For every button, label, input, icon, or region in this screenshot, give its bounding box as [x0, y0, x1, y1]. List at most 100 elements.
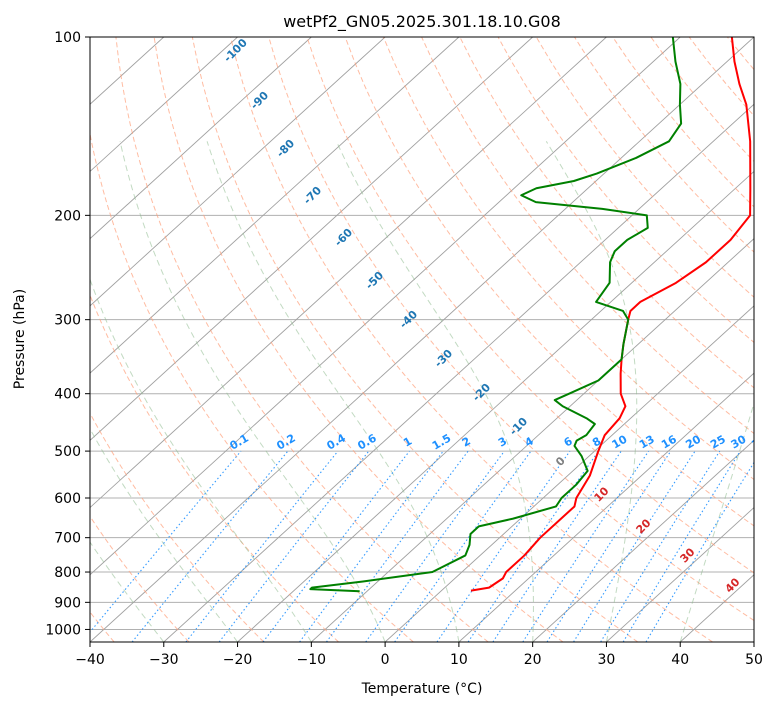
y-tick-label: 1000 [45, 622, 81, 638]
dry-adiabat-line [90, 515, 190, 642]
mixing-ratio-label: 1 [401, 435, 414, 450]
mixing-ratio-label: 2 [460, 435, 473, 450]
dry-adiabat-line [90, 131, 414, 642]
x-axis: −40 −30 −20 −10 0 10 20 30 40 50 [75, 642, 763, 668]
mixing-ratio-line [262, 450, 410, 642]
mixing-ratio-label: 20 [683, 432, 703, 451]
mixing-ratio-label: 6 [562, 434, 575, 449]
y-tick-label: 700 [54, 531, 81, 547]
isotherm-line [90, 37, 238, 173]
mixing-ratio-line [436, 450, 571, 642]
x-tick-label: −30 [149, 652, 179, 668]
x-axis-label: Temperature (°C) [361, 681, 483, 697]
dry-adiabat-line [115, 37, 489, 642]
isotherm-line [90, 37, 386, 307]
mixing-ratio-line [622, 450, 741, 642]
isotherm-line [163, 103, 754, 642]
mixing-ratio-line [325, 450, 469, 642]
x-tick-label: 50 [745, 652, 763, 668]
mixing-ratio-label: 13 [637, 433, 657, 452]
temperature-profile [470, 37, 752, 592]
dry-adiabat-label: -100 [221, 36, 250, 65]
chart-title: wetPf2_GN05.2025.301.18.10.G08 [283, 12, 561, 32]
dry-adiabat-line [726, 37, 754, 71]
dry-adiabat-line [421, 37, 754, 435]
mixing-ratio-line [90, 450, 242, 633]
moist-adiabat-line [335, 141, 534, 642]
mixing-ratio-line [394, 450, 532, 642]
x-tick-label: −10 [297, 652, 327, 668]
x-tick-label: 30 [598, 652, 616, 668]
y-tick-label: 100 [54, 30, 81, 46]
dry-adiabat-line [153, 37, 564, 642]
dry-adiabat-label: -30 [432, 347, 455, 370]
y-tick-label: 800 [54, 565, 81, 581]
dry-adiabat-line [497, 37, 754, 344]
dry-adiabat-line [344, 37, 754, 527]
background-lines [90, 37, 775, 642]
moist-adiabat-line [545, 141, 638, 642]
dry-adiabat-label: 30 [678, 545, 698, 565]
x-tick-label: 40 [671, 652, 689, 668]
y-tick-label: 400 [54, 387, 81, 403]
y-tick-label: 200 [54, 208, 81, 224]
dry-adiabat-line [382, 37, 754, 481]
isotherm-line [90, 37, 460, 374]
x-tick-label: −20 [223, 652, 253, 668]
isotherm-line [384, 305, 754, 642]
dry-adiabat-label: -10 [507, 415, 530, 438]
dry-adiabat-line [459, 37, 754, 389]
mixing-ratio-label: 0.2 [274, 432, 297, 453]
moist-adiabat-line [119, 141, 386, 642]
moist-adiabat-line [206, 141, 460, 642]
dewpoint-profile [309, 37, 683, 593]
moist-adiabat-line [90, 541, 165, 642]
dry-adiabat-line [268, 37, 754, 622]
x-tick-label: 20 [524, 652, 542, 668]
dry-adiabat-line [90, 412, 265, 642]
dry-adiabat-label: 10 [592, 484, 612, 504]
isotherm-line [753, 641, 754, 642]
isotherm-line [90, 37, 681, 576]
mixing-ratio-line [131, 450, 289, 642]
dry-adiabat-label: -60 [332, 226, 355, 249]
y-axis: 100 200 300 400 500 600 700 800 900 1000 [45, 30, 90, 638]
moist-adiabat-line [679, 401, 754, 642]
mixing-ratio-line [600, 450, 721, 642]
x-tick-label: 0 [381, 652, 390, 668]
dry-adiabat-label: -50 [363, 269, 386, 292]
y-tick-label: 600 [54, 491, 81, 507]
dry-adiabat-line [230, 37, 713, 642]
dry-adiabat-line [535, 37, 754, 298]
mixing-ratio-line [218, 450, 370, 642]
dry-adiabat-label: -40 [397, 308, 420, 331]
isotherm-line [532, 439, 754, 642]
mixing-ratio-label: 25 [708, 433, 728, 452]
moist-adiabat-line [90, 427, 238, 642]
mixing-ratio-label: 1.5 [430, 432, 453, 453]
x-tick-label: 10 [450, 652, 468, 668]
dry-adiabat-line [766, 37, 775, 642]
moist-adiabat-line [90, 277, 312, 642]
isotherm-line [90, 37, 754, 642]
dry-adiabat-label: -70 [301, 184, 324, 207]
y-tick-label: 900 [54, 595, 81, 611]
dry-adiabat-line [191, 37, 639, 642]
series-layer [309, 37, 752, 593]
isotherm-line [90, 37, 533, 441]
isotherm-line [458, 372, 754, 642]
mixing-ratio-label: 16 [659, 432, 679, 451]
y-tick-label: 300 [54, 313, 81, 329]
mixing-ratio-line [546, 450, 672, 642]
isoline-labels: 0.1 0.2 0.4 0.6 1 1.5 2 3 4 6 8 10 13 16 20 25 30 36-100-… [221, 36, 754, 596]
mixing-ratio-label: 30 [729, 432, 749, 451]
mixing-ratio-line [522, 450, 650, 642]
dry-adiabat-line [688, 37, 754, 117]
dry-adiabat-line [574, 37, 754, 253]
mixing-ratio-line [185, 450, 339, 642]
dry-adiabat-label: -80 [274, 137, 297, 160]
mixing-ratio-line [365, 450, 505, 642]
dry-adiabat-line [306, 37, 754, 574]
dry-adiabat-label: 0 [553, 454, 568, 469]
mixing-ratio-line [467, 450, 599, 642]
